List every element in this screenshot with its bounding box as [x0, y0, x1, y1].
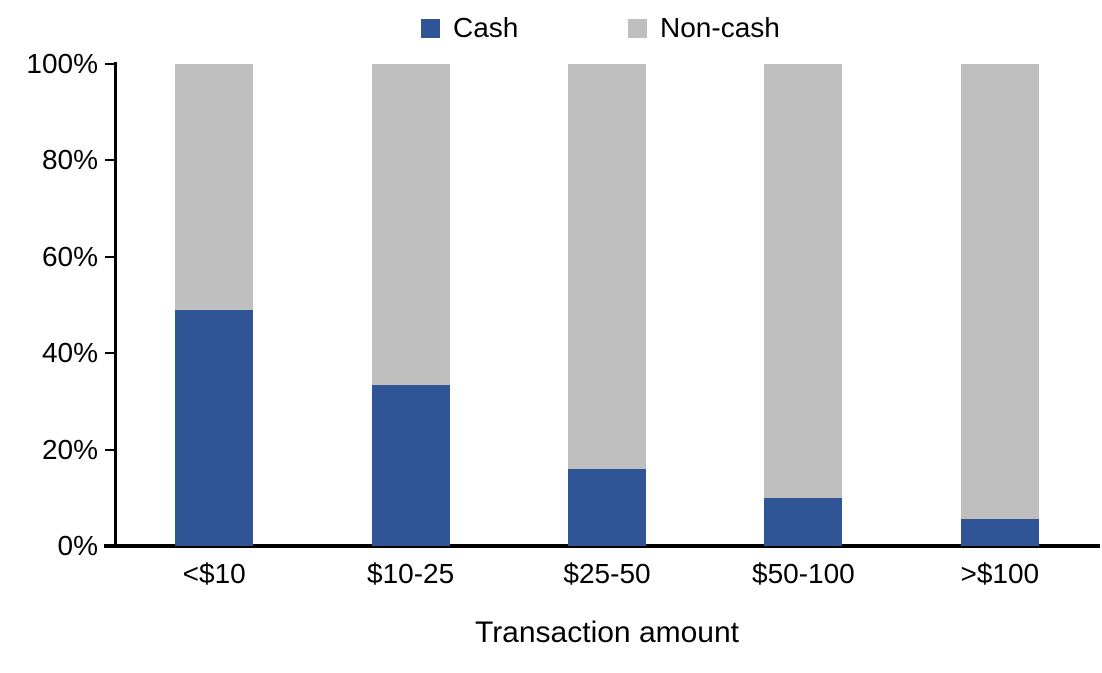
x-axis-baseline — [104, 544, 1100, 548]
bar-segment-non-cash-0 — [175, 64, 254, 310]
y-tick-label-3: 60% — [41, 240, 98, 272]
x-axis-title: Transaction amount — [474, 616, 740, 649]
y-tick-1 — [105, 448, 116, 451]
legend-label-cash: Cash — [453, 12, 519, 43]
legend-swatch-non-cash — [628, 18, 647, 38]
bar-segment-cash-0 — [175, 309, 254, 546]
x-tick-label-2: $25-50 — [563, 558, 651, 589]
bar-slot-1 — [312, 64, 508, 546]
x-tick-label-4: >$100 — [960, 558, 1040, 589]
bar-slot-4 — [902, 64, 1098, 546]
bar-4 — [960, 64, 1039, 546]
bar-segment-cash-3 — [764, 497, 843, 546]
bar-0 — [175, 64, 254, 546]
legend-swatch-cash — [421, 18, 440, 38]
bar-segment-non-cash-3 — [764, 64, 843, 498]
y-tick-label-2: 40% — [41, 337, 98, 369]
bar-2 — [568, 64, 647, 546]
plot-area — [116, 64, 1098, 546]
x-tick-label-3: $50-100 — [752, 558, 855, 589]
bar-slot-0 — [116, 64, 312, 546]
bar-segment-non-cash-1 — [371, 64, 450, 385]
y-tick-label-0: 0% — [57, 530, 98, 561]
bar-segment-non-cash-4 — [960, 64, 1039, 520]
y-tick-0 — [105, 545, 116, 547]
bar-segment-non-cash-2 — [568, 64, 647, 469]
y-tick-3 — [105, 255, 116, 258]
bar-1 — [371, 64, 450, 546]
y-tick-2 — [105, 352, 116, 355]
bar-segment-cash-2 — [568, 468, 647, 546]
bar-slot-2 — [509, 64, 705, 546]
x-tick-label-1: $10-25 — [367, 558, 455, 589]
y-tick-label-1: 20% — [41, 433, 98, 465]
y-tick-label-5: 100% — [26, 48, 98, 79]
bar-3 — [764, 64, 843, 546]
y-tick-4 — [105, 159, 116, 162]
legend-item-non-cash: Non-cash — [628, 10, 780, 46]
bar-segment-cash-1 — [371, 384, 450, 546]
legend-label-non-cash: Non-cash — [660, 12, 780, 43]
bar-segment-cash-4 — [960, 519, 1039, 546]
legend-item-cash: Cash — [421, 10, 518, 46]
y-tick-label-4: 80% — [41, 144, 98, 176]
y-axis-line — [114, 62, 117, 546]
bar-slot-3 — [705, 64, 901, 546]
x-tick-label-0: <$10 — [182, 558, 246, 589]
y-tick-5 — [105, 63, 116, 65]
